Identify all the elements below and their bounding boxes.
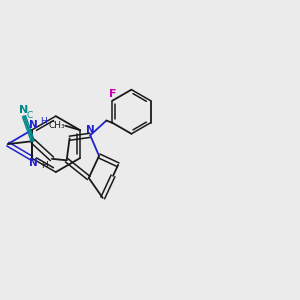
Text: H: H	[41, 161, 48, 170]
Text: F: F	[109, 89, 116, 99]
Text: H: H	[40, 117, 47, 126]
Text: C: C	[26, 111, 32, 120]
Text: CH₃: CH₃	[49, 121, 65, 130]
Text: N: N	[19, 105, 28, 115]
Text: N: N	[86, 125, 94, 135]
Text: N: N	[29, 158, 38, 168]
Text: N: N	[29, 120, 38, 130]
